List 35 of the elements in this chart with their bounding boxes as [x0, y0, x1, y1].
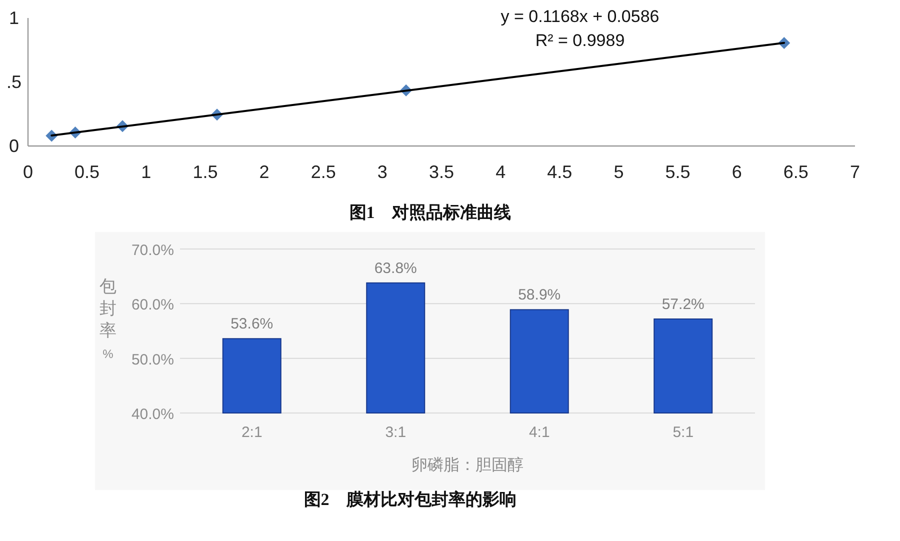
x-tick-label: 7	[850, 162, 860, 182]
x-tick-label: 5:1	[672, 424, 694, 441]
annotation: R² = 0.9989	[535, 31, 625, 50]
caption: 图2 膜材比对包封率的影响	[304, 490, 516, 509]
x-axis-title: 卵磷脂：胆固醇	[412, 456, 524, 474]
x-tick-label: 4:1	[528, 424, 550, 441]
x-tick-label: 2:1	[241, 424, 262, 441]
data-label: 57.2%	[662, 296, 704, 313]
x-tick-label: 3:1	[385, 424, 406, 441]
y-tick-label: 50.0%	[131, 351, 174, 368]
y-tick-label: 1	[8, 8, 20, 28]
y-tick-label: 60.0%	[131, 296, 174, 314]
x-tick-label: 2.5	[310, 162, 336, 182]
y-tick-label: 70.0%	[131, 242, 174, 259]
x-tick-label: 0.5	[74, 162, 100, 182]
caption: 图1 对照品标准曲线	[349, 203, 511, 222]
x-tick-label: 5.5	[665, 162, 690, 182]
x-tick-label: 3.5	[428, 162, 454, 182]
y-tick-label: 0	[8, 136, 20, 156]
y-tick-label: .5	[6, 72, 22, 92]
x-tick-label: 1.5	[192, 162, 218, 182]
x-tick-label: 4.5	[547, 162, 572, 182]
data-label: 58.9%	[518, 286, 561, 304]
data-label: 53.6%	[230, 316, 274, 333]
x-tick-label: 4	[496, 162, 506, 182]
annotation: y = 0.1168x + 0.0586	[500, 7, 660, 26]
data-label: 63.8%	[374, 260, 417, 277]
x-tick-label: 3	[377, 162, 388, 182]
x-tick-label: 2	[259, 162, 270, 182]
x-tick-label: 0	[22, 162, 34, 182]
x-tick-label: 6	[732, 162, 742, 182]
x-tick-label: 6.5	[783, 162, 808, 182]
y-tick-label: 40.0%	[131, 406, 174, 423]
y-axis-title: 包封率%	[100, 277, 116, 361]
x-tick-label: 5	[614, 162, 624, 182]
